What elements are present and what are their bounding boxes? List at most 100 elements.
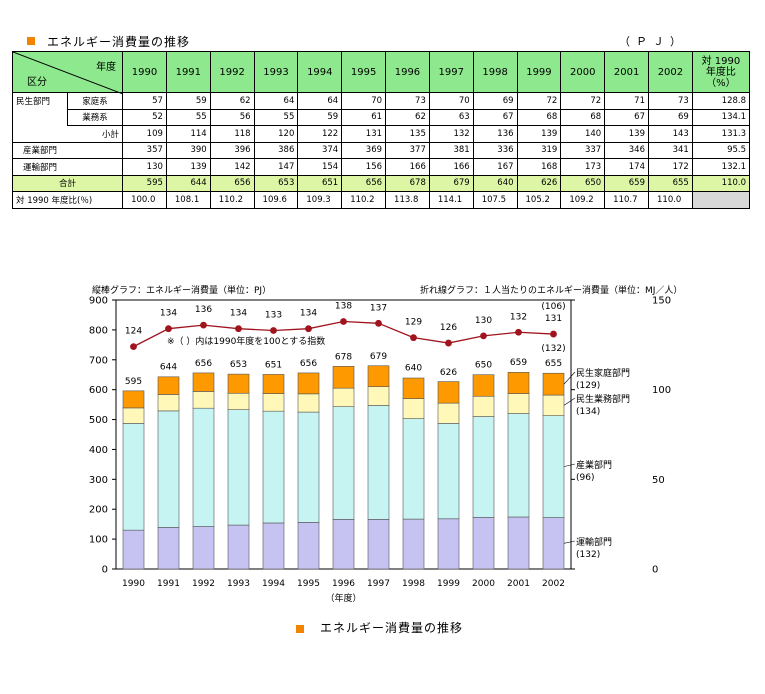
total-cell: 595 [122, 174, 167, 192]
chart-caption-text: エネルギー消費量の推移 [320, 621, 464, 635]
ratio-header-line: 対 1990 [701, 55, 741, 67]
bar-total-label: 651 [265, 360, 282, 370]
year-header-cell: 1993 [253, 51, 299, 93]
energy-table: 年度 区分 1990 1991 1992 1993 1994 1995 1996 1997 1998… [11, 51, 751, 209]
per-capita-point [305, 325, 312, 333]
table-row: 業務系 52 55 56 55 59 61 62 63 67 68 68 67 69 134.1 [11, 108, 751, 126]
bar-segment [262, 393, 285, 412]
bar-total-label: 678 [335, 352, 352, 362]
bar-total-label: 644 [160, 363, 177, 373]
series-leader-line [563, 371, 576, 385]
per-capita-label: 132 [510, 312, 527, 322]
per-capita-point [235, 325, 242, 333]
bar-segment [542, 394, 565, 416]
total-ratio-cell: 110.0 [691, 174, 751, 192]
total-cell: 656 [341, 174, 387, 192]
bar-segment [157, 376, 180, 395]
y-tick-label: 200 [89, 505, 108, 516]
bar-segment [542, 372, 565, 396]
per-capita-label: 134 [230, 309, 247, 319]
per-capita-point [130, 343, 137, 351]
series-label: 産業部門 [576, 459, 612, 471]
per-capita-label: 131 [545, 314, 562, 324]
per-capita-point [270, 327, 277, 334]
total-cell: 626 [516, 174, 562, 192]
bar-segment [472, 416, 495, 518]
ratio-header-cell: 対 1990 年度比 （%） [691, 51, 751, 93]
total-cell: 678 [385, 174, 430, 192]
bar-segment [472, 395, 495, 417]
bar-segment [122, 529, 145, 570]
total-cell: 644 [165, 174, 211, 192]
y-tick-label: 500 [89, 415, 108, 426]
x-tick-label: 2001 [507, 579, 530, 589]
bar-total-label: 595 [125, 377, 142, 387]
bar-segment [542, 517, 565, 570]
line-index-top: (106) [541, 302, 565, 312]
ratio-row-cell: 113.8 [385, 191, 430, 209]
header-corner-cell: 年度 区分 [11, 51, 124, 94]
bar-segment [367, 365, 390, 387]
per-capita-point [340, 318, 347, 325]
table-row: 産業部門 357 390 396 386 374 369 377 381 336 319 337 346… [11, 141, 751, 159]
year-header-cell: 2000 [560, 51, 606, 93]
chart-note: ※（ ）内は1990年度を100とする指数 [167, 335, 325, 347]
per-capita-label: 124 [125, 327, 142, 337]
x-tick-label: 2002 [542, 579, 565, 589]
bar-total-label: 656 [195, 359, 212, 369]
bar-segment [367, 519, 390, 570]
x-tick-label: 1997 [367, 579, 390, 589]
y2-tick-label: 100 [652, 385, 671, 396]
bar-total-label: 650 [475, 361, 492, 371]
ratio-row-cell: 105.2 [516, 191, 562, 209]
series-label: 民生家庭部門 [576, 367, 630, 379]
caption-bullet-icon [296, 624, 304, 633]
per-capita-label: 130 [475, 316, 492, 326]
per-capita-label: 134 [160, 309, 177, 319]
bar-segment [332, 366, 355, 389]
total-cell: 679 [428, 174, 474, 192]
series-leader-line [563, 463, 576, 467]
ratio-row-cell: 108.1 [165, 191, 211, 209]
x-tick-label: 1990 [122, 579, 145, 589]
table-row: 小計 109 114 118 120 122 131 135 132 136 139 140 139 14… [11, 125, 751, 143]
bar-segment [507, 413, 530, 518]
year-header-cell: 1997 [428, 51, 474, 93]
series-index-label: (96) [576, 473, 594, 483]
x-tick-label: 1995 [297, 579, 320, 589]
series-leader-line [563, 397, 576, 406]
x-axis-label: （年度） [325, 592, 361, 604]
y-tick-label: 900 [89, 296, 108, 307]
series-label: 運輸部門 [576, 536, 612, 548]
per-capita-point [410, 334, 417, 342]
ratio-row-cell: 110.2 [341, 191, 387, 209]
ratio-row-cell: 107.5 [472, 191, 518, 209]
table-row: 運輸部門 130 139 142 147 154 156 166 166 167 168 173 174… [11, 158, 751, 176]
per-capita-label: 137 [370, 303, 387, 313]
ratio-row-cell: 109.6 [253, 191, 299, 209]
header-year-label: 年度 [96, 62, 117, 73]
x-tick-label: 1996 [332, 579, 355, 589]
bar-segment [227, 373, 250, 394]
unit-label: （ＰＪ） [619, 35, 687, 48]
bar-segment [472, 374, 495, 397]
bar-segment [227, 409, 250, 526]
year-header-cell: 1999 [516, 51, 562, 93]
bar-segment [122, 423, 145, 531]
bar-segment [437, 402, 460, 424]
series-leader-line [563, 540, 576, 544]
ratio-row-label: 対 1990 年度比(％) [11, 191, 124, 209]
title-bullet-icon [27, 37, 35, 45]
total-cell: 650 [560, 174, 606, 192]
bar-segment [297, 522, 320, 570]
ratio-cell: 134.1 [691, 108, 751, 126]
series-index-label: (132) [576, 550, 600, 560]
x-tick-label: 1994 [262, 579, 285, 589]
bar-segment [157, 410, 180, 528]
y-tick-label: 400 [89, 445, 108, 456]
table-header-row: 年度 区分 1990 1991 1992 1993 1994 1995 1996 1997 1998… [11, 51, 751, 94]
per-capita-point [480, 332, 487, 340]
total-cell: 640 [472, 174, 518, 192]
year-header-cell: 2002 [648, 51, 693, 93]
